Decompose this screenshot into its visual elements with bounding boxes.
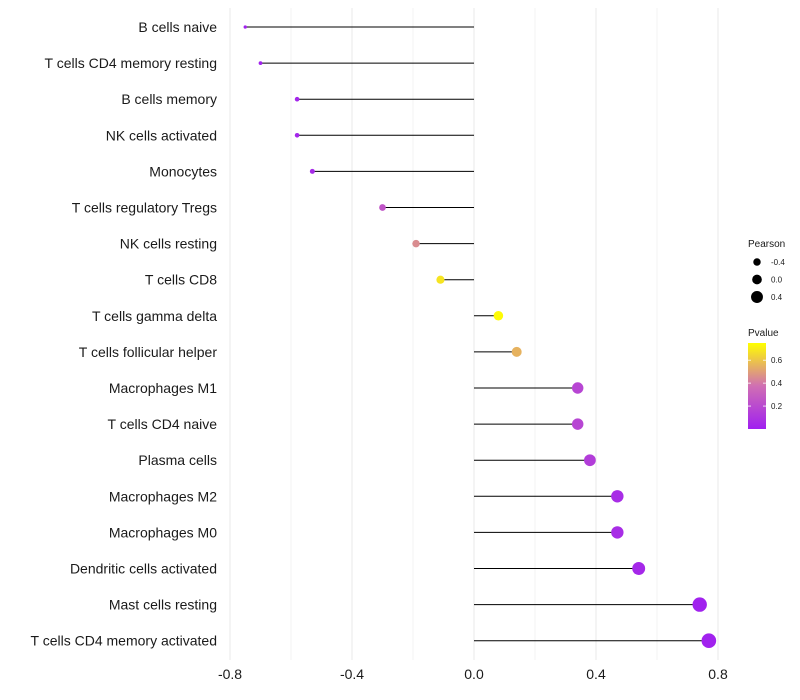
size-legend-dot xyxy=(752,274,762,285)
lollipop-point xyxy=(493,311,504,321)
y-axis-labels: B cells naive T cells CD4 memory resting B… xyxy=(31,19,218,649)
size-legend-label: 0.4 xyxy=(771,293,783,302)
lollipop-point xyxy=(412,239,420,248)
y-axis-label: NK cells activated xyxy=(106,127,217,143)
color-legend-title: Pvalue xyxy=(748,328,779,339)
lollipop-point xyxy=(611,526,624,539)
y-axis-label: Monocytes xyxy=(149,163,217,179)
y-axis-label: Macrophages M0 xyxy=(109,524,217,540)
size-legend-label: 0.0 xyxy=(771,276,783,285)
y-axis-label: Mast cells resting xyxy=(109,597,217,613)
size-legend-dot xyxy=(751,291,763,303)
lollipop-point xyxy=(584,454,596,467)
y-axis-label: B cells memory xyxy=(121,91,217,107)
lollipop-point xyxy=(258,61,263,65)
x-tick-label: 0.8 xyxy=(708,666,728,682)
y-axis-label: B cells naive xyxy=(138,19,217,35)
y-axis-label: T cells CD4 naive xyxy=(108,416,218,432)
y-axis-label: T cells CD4 memory resting xyxy=(45,55,217,71)
stem-layer xyxy=(245,26,709,642)
color-legend-label: 0.4 xyxy=(771,379,783,388)
lollipop-point xyxy=(243,25,247,29)
y-axis-label: Macrophages M1 xyxy=(109,380,217,396)
x-tick-label: 0.4 xyxy=(586,666,606,682)
y-axis-label: T cells regulatory Tregs xyxy=(72,200,217,216)
y-axis-label: Plasma cells xyxy=(138,452,217,468)
lollipop-point xyxy=(611,490,624,503)
lollipop-point xyxy=(511,346,522,357)
lollipop-point xyxy=(294,132,300,138)
color-legend-label: 0.6 xyxy=(771,356,783,365)
lollipop-point xyxy=(309,168,315,174)
size-legend-label: -0.4 xyxy=(771,258,785,267)
y-axis-label: T cells follicular helper xyxy=(79,344,218,360)
x-axis-ticks: -0.8 -0.4 0.0 0.4 0.8 xyxy=(218,666,728,682)
x-tick-label: -0.4 xyxy=(340,666,364,682)
grid-layer xyxy=(229,8,719,660)
y-axis-label: T cells gamma delta xyxy=(92,308,217,324)
x-tick-label: 0.0 xyxy=(464,666,484,682)
lollipop-point xyxy=(294,96,300,102)
lollipop-point xyxy=(379,204,386,211)
point-layer xyxy=(243,25,717,649)
size-legend-title: Pearson xyxy=(748,239,785,250)
lollipop-point xyxy=(436,275,445,284)
x-tick-label: -0.8 xyxy=(218,666,242,682)
color-legend-label: 0.2 xyxy=(771,402,783,411)
y-axis-label: Macrophages M2 xyxy=(109,488,217,504)
pvalue-colorbar xyxy=(748,343,766,429)
y-axis-label: Dendritic cells activated xyxy=(70,561,217,577)
size-legend-dot xyxy=(753,258,761,266)
lollipop-point xyxy=(571,382,584,394)
y-axis-label: T cells CD8 xyxy=(145,272,217,288)
lollipop-point xyxy=(701,633,717,649)
y-axis-label: T cells CD4 memory activated xyxy=(31,633,217,649)
y-axis-label: NK cells resting xyxy=(120,236,217,252)
lollipop-point xyxy=(632,562,646,575)
lollipop-point xyxy=(571,418,584,430)
lollipop-point xyxy=(692,597,707,612)
legend: Pearson -0.4 0.0 0.4 Pvalue 0.6 0.4 0.2 xyxy=(748,239,785,429)
